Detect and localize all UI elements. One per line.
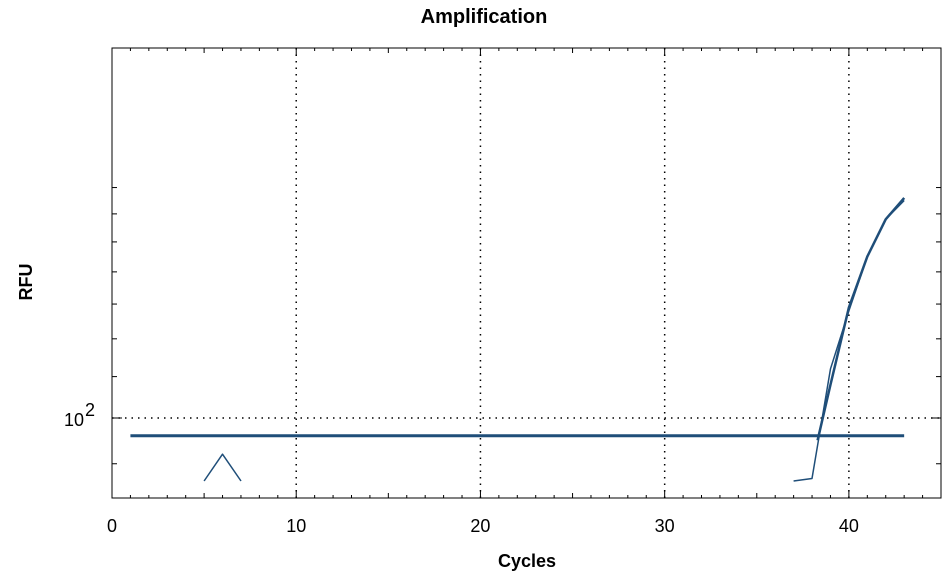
series-line (816, 197, 906, 441)
x-tick-label: 30 (655, 516, 675, 536)
x-tick-label: 20 (470, 516, 490, 536)
x-tick-label: 0 (107, 516, 117, 536)
x-tick-label: 40 (839, 516, 859, 536)
series-line (203, 453, 242, 482)
x-axis-label: Cycles (497, 551, 557, 571)
y-tick-label: 10 (64, 410, 84, 430)
plot-frame (111, 47, 942, 499)
chart-title: Amplification (420, 6, 548, 28)
x-tick-label: 10 (286, 516, 306, 536)
y-tick-label-exponent: 2 (85, 400, 95, 420)
